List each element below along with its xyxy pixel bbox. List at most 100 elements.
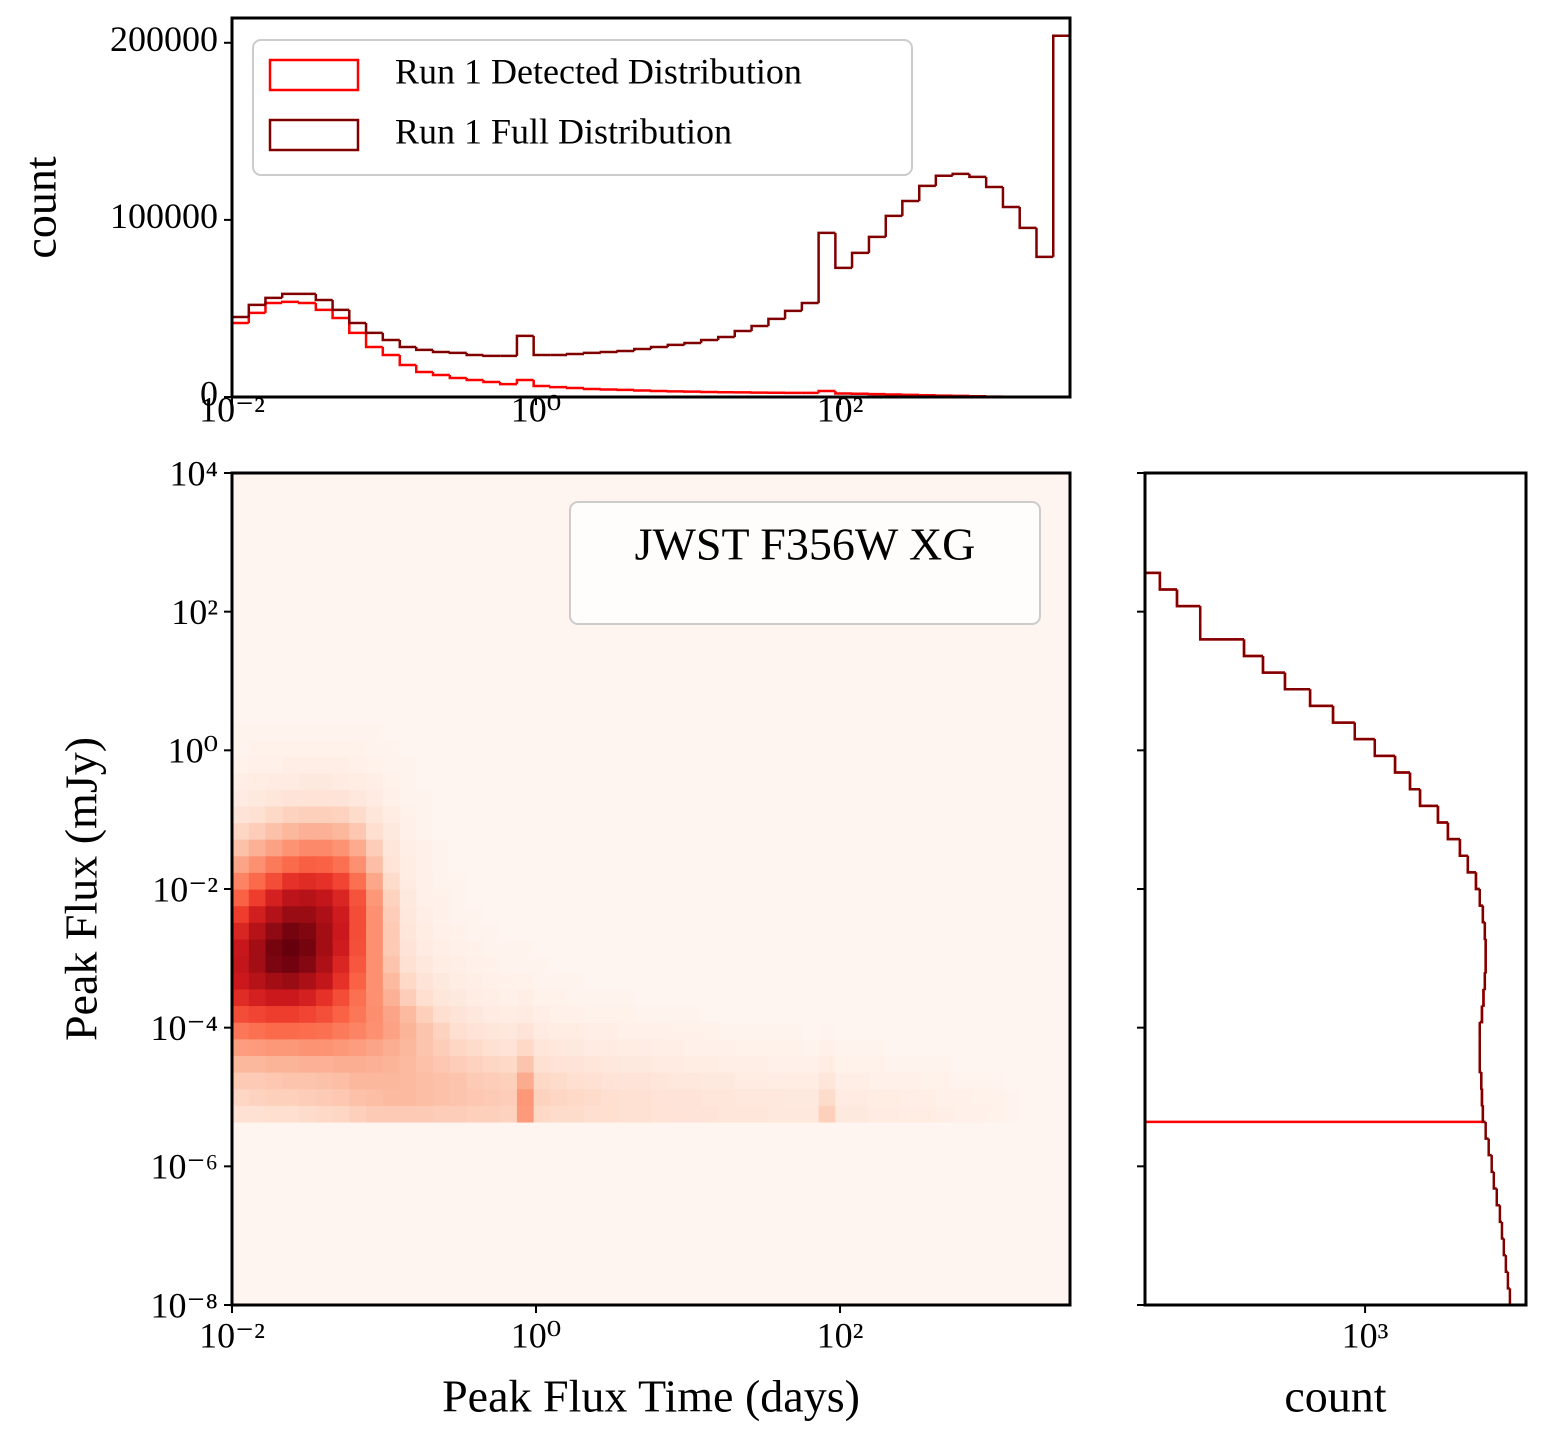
heatmap-cell bbox=[634, 1022, 652, 1040]
heatmap-cell bbox=[232, 1005, 250, 1023]
heatmap-cell bbox=[734, 722, 753, 740]
histogram-step bbox=[834, 232, 853, 270]
heatmap-cell bbox=[617, 855, 635, 873]
heatmap-cell bbox=[852, 822, 870, 840]
heatmap-cell bbox=[299, 805, 317, 824]
heatmap-cell bbox=[382, 872, 401, 890]
heatmap-cell bbox=[315, 1038, 334, 1057]
heatmap-cell bbox=[432, 789, 451, 807]
heatmap-cell bbox=[919, 805, 937, 824]
heatmap-cell bbox=[232, 872, 250, 890]
histogram-step bbox=[616, 349, 635, 353]
heatmap-cell bbox=[684, 889, 702, 907]
histogram-step bbox=[1474, 872, 1480, 891]
heatmap-cell bbox=[952, 955, 971, 973]
heatmap-cell bbox=[533, 822, 551, 840]
heatmap-cell bbox=[1002, 739, 1021, 757]
histogram-step bbox=[1353, 722, 1375, 741]
heatmap-cell bbox=[500, 889, 518, 907]
heatmap-cell bbox=[584, 1088, 602, 1106]
heatmap-cell bbox=[466, 922, 485, 940]
histogram-step bbox=[398, 355, 417, 367]
heatmap-cell bbox=[282, 905, 300, 923]
heatmap-cell bbox=[332, 772, 350, 790]
heatmap-cell bbox=[852, 988, 870, 1007]
legend-box bbox=[252, 39, 913, 176]
heatmap-cell bbox=[248, 1072, 267, 1090]
heatmap-cell bbox=[701, 955, 719, 973]
heatmap-cell bbox=[617, 1105, 635, 1123]
heatmap-cell bbox=[500, 1105, 518, 1123]
heatmap-cell bbox=[818, 1022, 836, 1040]
histogram-step bbox=[1436, 805, 1448, 824]
heatmap-cell bbox=[366, 889, 384, 907]
heatmap-cell bbox=[449, 805, 468, 824]
heatmap-cell bbox=[751, 955, 770, 973]
heatmap-cell bbox=[449, 889, 468, 907]
histogram-step bbox=[331, 299, 350, 312]
histogram-step bbox=[699, 338, 719, 343]
heatmap-cell bbox=[349, 789, 367, 807]
heatmap-cell bbox=[584, 905, 602, 923]
legend-swatch bbox=[268, 118, 360, 152]
heatmap-cell bbox=[701, 1105, 719, 1123]
heatmap-cell bbox=[835, 1088, 853, 1106]
heatmap-cell bbox=[718, 872, 736, 890]
histogram-step bbox=[633, 347, 652, 351]
heatmap-cell bbox=[416, 739, 434, 757]
heatmap-cell bbox=[986, 739, 1004, 757]
heatmap-cell bbox=[466, 938, 485, 957]
heatmap-cell bbox=[332, 889, 350, 907]
heatmap-cell bbox=[651, 789, 669, 807]
heatmap-cell bbox=[584, 822, 602, 840]
heatmap-cell bbox=[734, 1005, 753, 1023]
heatmap-cell bbox=[416, 872, 434, 890]
heatmap-cell bbox=[584, 1005, 602, 1023]
heatmap-cell bbox=[282, 722, 300, 740]
histogram-step bbox=[1373, 739, 1396, 758]
heatmap-cell bbox=[852, 805, 870, 824]
heatmap-cell bbox=[667, 822, 686, 840]
heatmap-cell bbox=[768, 739, 786, 757]
heatmap-cell bbox=[751, 1055, 770, 1073]
heatmap-cell bbox=[617, 922, 635, 940]
heatmap-cell bbox=[634, 1038, 652, 1057]
histogram-step bbox=[1035, 227, 1054, 259]
heatmap-cell bbox=[432, 855, 451, 873]
heatmap-cell bbox=[299, 872, 317, 890]
heatmap-cell bbox=[533, 1105, 551, 1123]
heatmap-cell bbox=[248, 872, 267, 890]
heatmap-cell bbox=[265, 938, 283, 957]
heatmap-cell bbox=[617, 972, 635, 990]
heatmap-cell bbox=[299, 822, 317, 840]
heatmap-cell bbox=[483, 722, 501, 740]
heatmap-cell bbox=[768, 722, 786, 740]
heatmap-cell bbox=[500, 805, 518, 824]
heatmap-cell bbox=[634, 938, 652, 957]
heatmap-cell bbox=[584, 1022, 602, 1040]
heatmap-cell bbox=[935, 922, 954, 940]
heatmap-cell bbox=[1036, 955, 1054, 973]
heatmap-cell bbox=[684, 905, 702, 923]
heatmap-cell bbox=[969, 839, 987, 857]
heatmap-cell bbox=[550, 839, 568, 857]
heatmap-cell bbox=[785, 972, 803, 990]
heatmap-cell bbox=[852, 905, 870, 923]
heatmap-cell bbox=[533, 1055, 551, 1073]
y-tick-label: 10⁴ bbox=[169, 453, 218, 493]
heatmap-cell bbox=[969, 855, 987, 873]
heatmap-cell bbox=[919, 772, 937, 790]
heatmap-cell bbox=[868, 972, 887, 990]
heatmap-cell bbox=[349, 839, 367, 857]
heatmap-cell bbox=[299, 1072, 317, 1090]
heatmap-cell bbox=[432, 1055, 451, 1073]
heatmap-cell bbox=[852, 789, 870, 807]
heatmap-cell bbox=[232, 938, 250, 957]
heatmap-cell bbox=[533, 1038, 551, 1057]
heatmap-cell bbox=[969, 1072, 987, 1090]
heatmap-cell bbox=[449, 1055, 468, 1073]
heatmap-cell bbox=[315, 789, 334, 807]
heatmap-cell bbox=[432, 905, 451, 923]
histogram-step bbox=[431, 349, 450, 354]
heatmap-cell bbox=[282, 872, 300, 890]
